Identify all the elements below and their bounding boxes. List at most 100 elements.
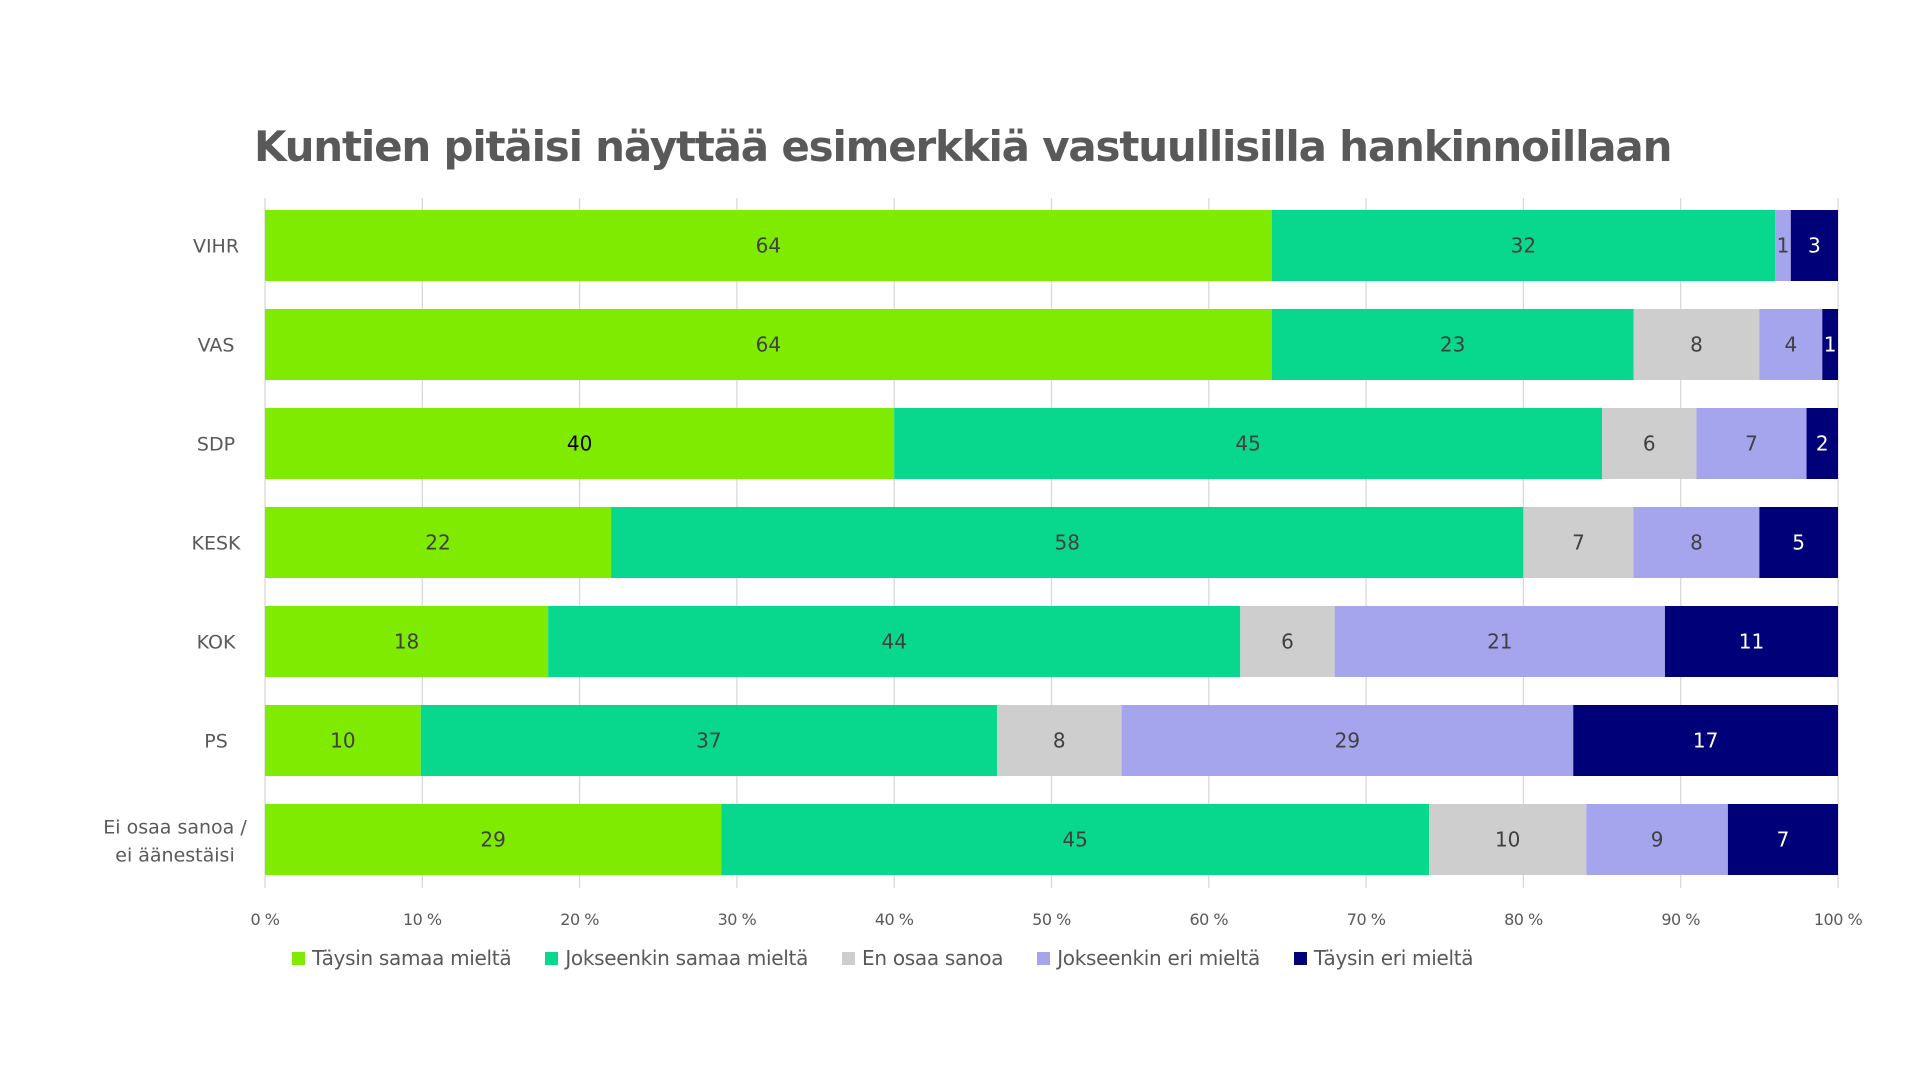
data-label: 6 — [1643, 432, 1656, 456]
bar-segment — [1240, 606, 1335, 677]
data-label: 10 — [330, 729, 355, 753]
bar-segment — [420, 705, 997, 776]
data-label: 64 — [756, 333, 781, 357]
bar-segment — [1822, 309, 1838, 380]
data-label: 40 — [567, 432, 592, 456]
bar-segment — [1586, 804, 1728, 875]
data-label: 18 — [394, 630, 419, 654]
legend-item: Jokseenkin samaa mieltä — [545, 946, 808, 970]
legend-label: En osaa sanoa — [862, 946, 1004, 970]
data-label: 6 — [1281, 630, 1294, 654]
data-label: 45 — [1062, 828, 1087, 852]
data-label: 17 — [1693, 729, 1718, 753]
bar-segment — [1573, 705, 1838, 776]
category-label: VIHR — [193, 236, 239, 258]
x-tick-labels: 0 % 10 % 20 % 30 % 40 % 50 % 60 % 70 % 80 % 90 % 1… — [251, 910, 1863, 929]
bar-segment — [1633, 309, 1760, 380]
legend-item: Jokseenkin eri mieltä — [1037, 946, 1260, 970]
data-label: 7 — [1745, 432, 1758, 456]
data-label: 29 — [1335, 729, 1360, 753]
data-label: 8 — [1690, 333, 1703, 357]
data-label: 5 — [1792, 531, 1805, 555]
x-tick-label: 70 % — [1347, 910, 1386, 929]
category-labels: VIHR VAS SDP KESK KOK PS Ei osaa sanoa / ei ään… — [103, 236, 247, 867]
bar-segment — [996, 705, 1122, 776]
bar-segment — [265, 309, 1272, 380]
data-label: 29 — [480, 828, 505, 852]
legend-item: Täysin eri mieltä — [1293, 946, 1474, 970]
data-label: 10 — [1495, 828, 1520, 852]
category-label: PS — [204, 731, 228, 753]
category-label: VAS — [198, 335, 235, 357]
legend-item: En osaa sanoa — [842, 946, 1003, 970]
bar-segment — [1759, 309, 1823, 380]
bar-segment — [1602, 408, 1697, 479]
legend-swatch — [1037, 951, 1051, 965]
bar-segment — [1727, 804, 1838, 875]
x-tick-label: 100 % — [1814, 910, 1863, 929]
bar-segment — [265, 507, 612, 578]
data-label: 44 — [881, 630, 906, 654]
x-tick-label: 20 % — [560, 910, 599, 929]
bar-segment — [265, 804, 722, 875]
category-label: SDP — [197, 434, 235, 456]
x-tick-label: 10 % — [403, 910, 442, 929]
bar-segment — [265, 210, 1272, 281]
x-tick-label: 50 % — [1032, 910, 1071, 929]
data-label: 8 — [1053, 729, 1066, 753]
x-tick-label: 30 % — [718, 910, 757, 929]
data-label: 4 — [1784, 333, 1797, 357]
bar-segment — [548, 606, 1241, 677]
data-label: 8 — [1690, 531, 1703, 555]
x-tick-label: 60 % — [1189, 910, 1228, 929]
legend-swatch — [1293, 951, 1307, 965]
data-label: 1 — [1824, 333, 1837, 357]
bar-segment — [1633, 507, 1760, 578]
bar-segment — [1271, 210, 1776, 281]
bar-segment — [1121, 705, 1574, 776]
bar-segment — [611, 507, 1524, 578]
bar-segment — [265, 705, 421, 776]
data-label: 1 — [1777, 234, 1790, 258]
legend-label: Jokseenkin samaa mieltä — [565, 946, 809, 970]
data-label: 58 — [1055, 531, 1080, 555]
bar-segment — [1523, 507, 1634, 578]
bar-segment — [265, 408, 895, 479]
category-label: Ei osaa sanoa / ei äänestäisi — [103, 817, 247, 867]
data-label: 64 — [756, 234, 781, 258]
data-label: 21 — [1487, 630, 1512, 654]
data-label: 22 — [425, 531, 450, 555]
data-label: 45 — [1235, 432, 1260, 456]
bar-segment — [1271, 309, 1634, 380]
legend-label: Jokseenkin eri mieltä — [1057, 946, 1260, 970]
data-label: 23 — [1440, 333, 1465, 357]
bar-segment — [1429, 804, 1587, 875]
legend-item: Täysin samaa mieltä — [292, 946, 512, 970]
legend-label: Täysin samaa mieltä — [312, 946, 512, 970]
data-label: 7 — [1777, 828, 1790, 852]
legend-swatch — [842, 951, 856, 965]
legend-swatch — [545, 951, 559, 965]
chart-title: Kuntien pitäisi näyttää esimerkkiä vastu… — [254, 122, 1672, 171]
bar-segment — [721, 804, 1430, 875]
legend-swatch — [292, 951, 305, 965]
legend: Täysin samaa mieltä Jokseenkin samaa miel… — [292, 946, 1507, 970]
data-label: 11 — [1739, 630, 1764, 654]
data-label: 7 — [1572, 531, 1585, 555]
data-label: 32 — [1511, 234, 1536, 258]
bar-segment — [1775, 210, 1791, 281]
bar-segment — [1806, 408, 1838, 479]
data-label: 2 — [1816, 432, 1829, 456]
bar-segment — [265, 606, 549, 677]
x-tick-label: 90 % — [1661, 910, 1700, 929]
bar-segment — [894, 408, 1603, 479]
x-tick-label: 0 % — [251, 910, 280, 929]
bar-segment — [1334, 606, 1665, 677]
data-label: 3 — [1808, 234, 1821, 258]
category-label: KOK — [197, 632, 236, 654]
data-label: 9 — [1651, 828, 1664, 852]
bar-segment — [1759, 507, 1838, 578]
data-label: 37 — [696, 729, 721, 753]
